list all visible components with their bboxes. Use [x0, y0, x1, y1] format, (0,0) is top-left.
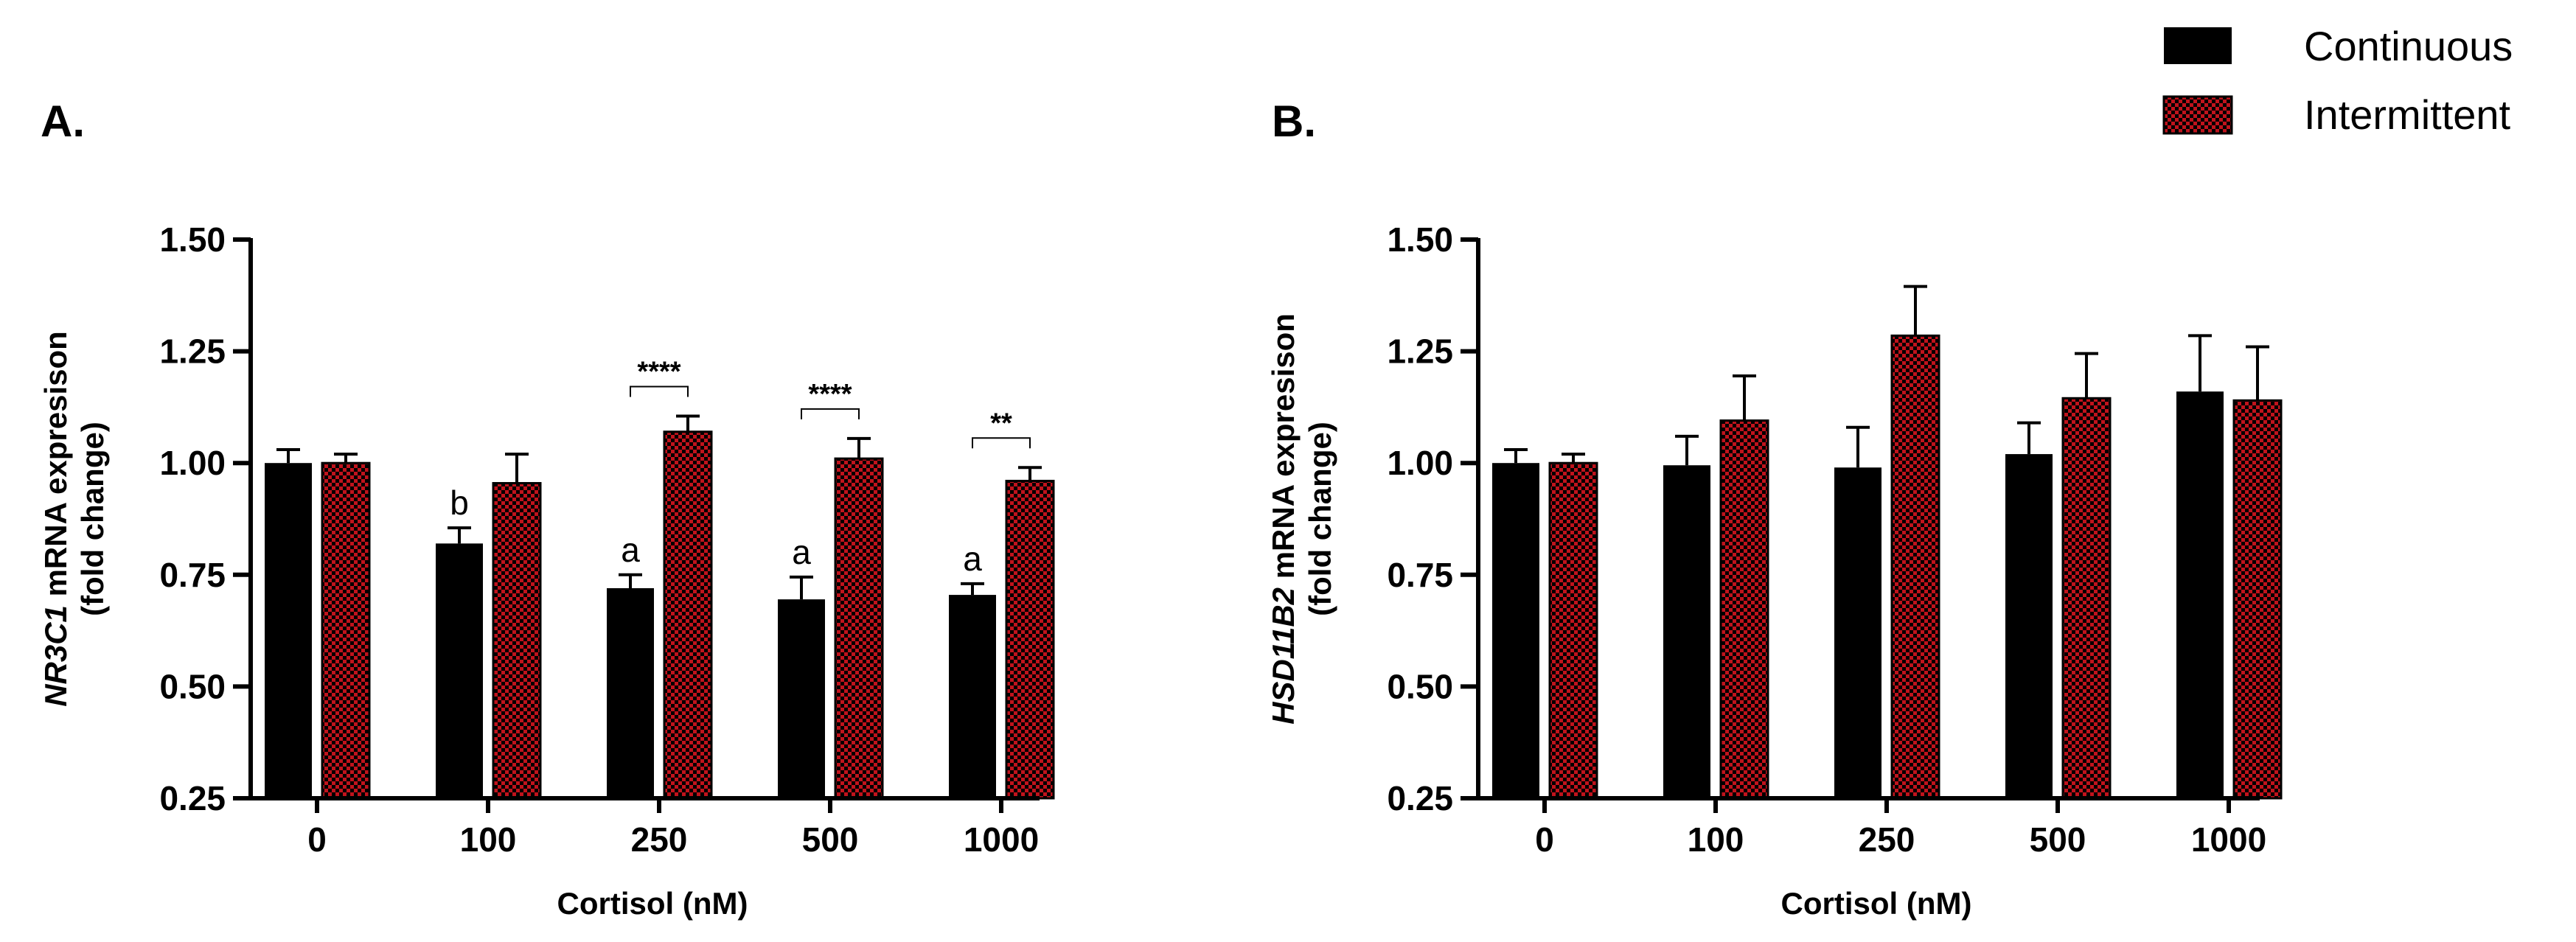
x-tick-label: 100 [1688, 820, 1744, 859]
x-axis-title: Cortisol (nM) [1781, 886, 1972, 921]
bar-intermittent [2061, 397, 2112, 800]
legend-label-intermittent: Intermittent [2304, 91, 2511, 138]
significance-letter: b [450, 484, 469, 522]
significance-letter: a [621, 531, 640, 569]
y-tick-label: 1.25 [1387, 332, 1453, 371]
y-axis-title: NR3C1 mRNA expresison [38, 331, 73, 707]
legend-label-continuous: Continuous [2304, 23, 2513, 69]
panel-label-b: B. [1272, 97, 1316, 146]
bar-intermittent [834, 457, 884, 800]
bar-intermittent [2232, 399, 2283, 800]
y-tick-label: 0.25 [159, 779, 226, 817]
x-tick-label: 250 [631, 820, 688, 859]
y-tick-label: 0.75 [1387, 556, 1453, 594]
bar-continuous [1834, 467, 1881, 798]
significance-letter: a [963, 540, 982, 578]
significance-bracket [630, 385, 689, 397]
y-tick-label: 1.00 [1387, 444, 1453, 482]
x-tick-label: 500 [802, 820, 859, 859]
x-tick-label: 0 [1535, 820, 1554, 859]
significance-stars: ** [990, 408, 1012, 439]
y-tick-label: 0.50 [159, 667, 226, 705]
bar-intermittent [1548, 461, 1598, 800]
bar-intermittent [1890, 334, 1940, 800]
y-axis-title-line2: (fold change) [75, 422, 110, 616]
bar-intermittent [1005, 479, 1055, 800]
x-tick-label: 500 [2030, 820, 2086, 859]
legend-swatch-continuous [2164, 27, 2232, 64]
significance-stars: **** [808, 379, 852, 410]
bar-continuous [2176, 391, 2224, 798]
panel-label-a: A. [41, 97, 85, 146]
y-tick-label: 1.00 [159, 444, 226, 482]
significance-stars: **** [637, 357, 680, 388]
x-tick-label: 100 [460, 820, 517, 859]
bar-intermittent [1719, 419, 1769, 800]
bar-intermittent [663, 430, 713, 800]
y-tick-label: 0.50 [1387, 667, 1453, 705]
significance-bracket [801, 408, 860, 419]
y-tick-label: 1.25 [159, 332, 226, 371]
y-axis-title: HSD11B2 mRNA expresison [1266, 313, 1301, 725]
x-tick-label: 1000 [964, 820, 1039, 859]
y-axis-title-line2: (fold change) [1303, 422, 1337, 616]
bar-continuous [949, 595, 996, 798]
legend: Continuous Intermittent [2162, 23, 2513, 138]
significance-letter: a [792, 533, 811, 571]
legend-swatch-intermittent [2162, 95, 2233, 135]
x-tick-label: 1000 [2191, 820, 2266, 859]
significance-bracket [972, 437, 1031, 449]
y-tick-label: 0.25 [1387, 779, 1453, 817]
y-tick-label: 1.50 [1387, 220, 1453, 259]
bar-intermittent [321, 461, 371, 800]
bar-continuous [1663, 465, 1710, 798]
y-tick-label: 0.75 [159, 556, 226, 594]
bar-continuous [1492, 463, 1539, 798]
bar-continuous [778, 599, 825, 798]
x-axis-title: Cortisol (nM) [557, 886, 748, 921]
chart-panel-b: 0.25 0.50 0.75 1.00 1.25 1.50 0 100 250 500 1000 Co… [1266, 220, 2283, 921]
bar-continuous [265, 463, 312, 798]
x-tick-label: 250 [1859, 820, 1915, 859]
y-tick-label: 1.50 [159, 220, 226, 259]
chart-panel-a: ba a a**********0.250.500.751.001.251.500 1… [38, 220, 1055, 921]
bar-continuous [436, 543, 483, 798]
bar-continuous [607, 587, 654, 798]
bar-continuous [2005, 454, 2053, 798]
x-tick-label: 0 [307, 820, 327, 859]
bar-intermittent [492, 481, 542, 800]
